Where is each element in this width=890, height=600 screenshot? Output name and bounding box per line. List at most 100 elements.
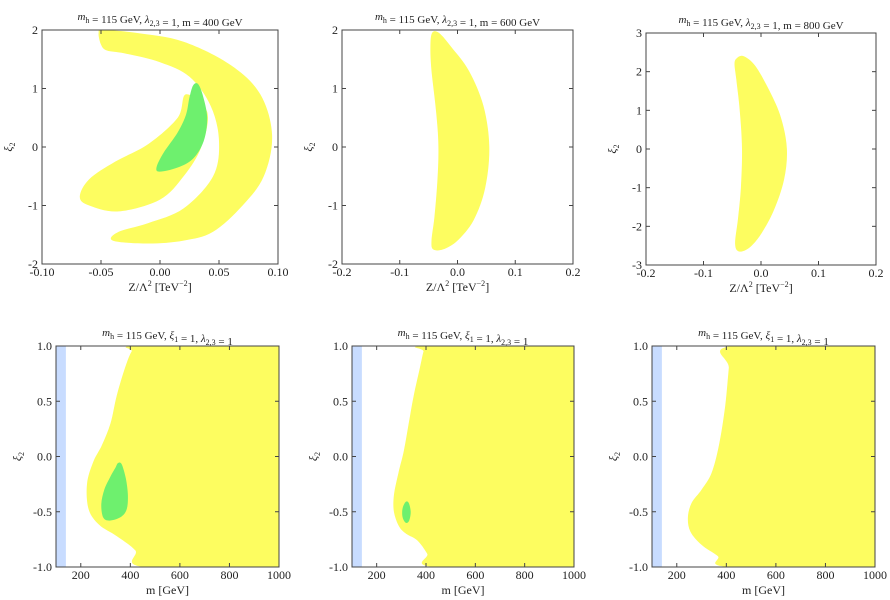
y-tick-label: 1.0 xyxy=(37,339,52,353)
y-tick-label: 1 xyxy=(32,82,38,96)
y-tick-label: 1 xyxy=(636,103,642,117)
x-tick-label: 0.2 xyxy=(566,265,581,279)
plot-title: mh = 115 GeV, λ2,3 = 1, m = 800 GeV xyxy=(678,14,843,32)
y-tick-label: -1 xyxy=(328,199,338,213)
y-tick-label: -0.5 xyxy=(329,505,348,519)
x-tick-label: 800 xyxy=(516,568,534,582)
y-axis-label: ξ2 xyxy=(301,142,317,151)
y-tick-label: 0.5 xyxy=(37,394,52,408)
y-tick-label: 0 xyxy=(32,140,38,154)
y-tick-label: 0 xyxy=(636,142,642,156)
x-tick-label: 0.1 xyxy=(508,265,523,279)
x-tick-label: 0.0 xyxy=(754,266,769,280)
x-tick-label: 0.00 xyxy=(150,265,171,279)
panel-5: 200 400 600 800 1000 -1.0 -0.5 0.0 0.5 1.0 mh = 11… xyxy=(306,327,586,597)
panel-6: 200 400 600 800 1000 -1.0 -0.5 0.0 0.5 1.0 mh = 11… xyxy=(606,327,887,597)
y-tick-label: 0.0 xyxy=(333,450,348,464)
panel-2: -0.2 -0.1 0.0 0.1 0.2 -2 -1 0 1 2 mh = 115 GeV, λ2… xyxy=(301,11,581,294)
plot-title: mh = 115 GeV, ξ1 = 1, λ2,3 = 1 xyxy=(698,327,829,348)
x-tick-label: -0.2 xyxy=(333,265,352,279)
y-tick-label: 0.0 xyxy=(37,450,52,464)
y-tick-label: 0.5 xyxy=(633,394,648,408)
y-tick-label: -0.5 xyxy=(629,505,648,519)
x-axis-label: Z/Λ2 [TeV−2] xyxy=(128,279,191,294)
x-axis-label: Z/Λ2 [TeV−2] xyxy=(729,280,792,295)
x-tick-label: 1000 xyxy=(562,568,586,582)
regions xyxy=(79,30,273,244)
plot-title: mh = 115 GeV, ξ1 = 1, λ2,3 = 1 xyxy=(102,327,233,348)
x-axis-label: Z/Λ2 [TeV−2] xyxy=(426,279,489,294)
allowed-region-2 xyxy=(687,346,875,567)
x-tick-label: 0.1 xyxy=(811,266,826,280)
regions xyxy=(430,31,490,251)
y-tick-label: -1.0 xyxy=(33,560,52,574)
x-tick-label: 200 xyxy=(368,568,386,582)
y-tick-label: 0.5 xyxy=(333,394,348,408)
allowed-region-3 xyxy=(101,462,128,521)
panel-3: -0.2 -0.1 0.0 0.1 0.2 -3 -2 -1 0 1 2 3 mh = 115 GeV,… xyxy=(605,14,884,295)
x-tick-label: 1000 xyxy=(863,568,887,582)
x-tick-label: 0.0 xyxy=(450,265,465,279)
x-tick-label: 0.05 xyxy=(209,265,230,279)
allowed-region-3 xyxy=(402,501,411,523)
y-tick-label: 1 xyxy=(332,82,338,96)
x-tick-label: 600 xyxy=(171,568,189,582)
y-tick-label: -1 xyxy=(632,181,642,195)
x-tick-label: 600 xyxy=(767,568,785,582)
x-tick-label: 600 xyxy=(466,568,484,582)
y-axis-label: ξ2 xyxy=(1,142,17,151)
y-tick-label: 2 xyxy=(332,23,338,37)
x-tick-label: 0.2 xyxy=(869,266,884,280)
y-axis-label: ξ2 xyxy=(606,452,622,461)
y-tick-label: -3 xyxy=(632,258,642,272)
allowed-region-1 xyxy=(98,30,273,244)
x-tick-label: 800 xyxy=(816,568,834,582)
y-tick-label: 0 xyxy=(332,140,338,154)
x-axis-label: m [GeV] xyxy=(146,583,189,597)
x-tick-label: 200 xyxy=(668,568,686,582)
allowed-region-2 xyxy=(86,346,279,567)
x-tick-label: -0.05 xyxy=(89,265,114,279)
y-axis-label: ξ2 xyxy=(10,452,26,461)
x-tick-label: 400 xyxy=(121,568,139,582)
y-tick-label: 0.0 xyxy=(633,450,648,464)
plot-title: mh = 115 GeV, λ2,3 = 1, m = 400 GeV xyxy=(77,11,242,29)
y-tick-label: -0.5 xyxy=(33,505,52,519)
plot-title: mh = 115 GeV, ξ1 = 1, λ2,3 = 1 xyxy=(398,327,529,348)
x-tick-label: 400 xyxy=(417,568,435,582)
x-tick-label: 200 xyxy=(72,568,90,582)
allowed-region-1 xyxy=(430,31,490,251)
x-axis-label: m [GeV] xyxy=(742,583,785,597)
y-tick-label: 2 xyxy=(32,23,38,37)
y-tick-label: 2 xyxy=(636,65,642,79)
y-tick-label: -2 xyxy=(328,257,338,271)
y-tick-label: -2 xyxy=(28,257,38,271)
allowed-region-1 xyxy=(734,55,788,252)
plot-title: mh = 115 GeV, λ2,3 = 1, m = 600 GeV xyxy=(375,11,540,29)
x-tick-label: -0.1 xyxy=(694,266,713,280)
x-tick-label: 400 xyxy=(717,568,735,582)
allowed-region-2 xyxy=(79,94,208,212)
allowed-region-3 xyxy=(156,83,208,172)
x-tick-label: 0.10 xyxy=(268,265,289,279)
y-tick-label: -2 xyxy=(632,219,642,233)
y-axis-label: ξ2 xyxy=(306,452,322,461)
regions xyxy=(734,55,788,252)
allowed-region-2 xyxy=(393,346,574,567)
y-tick-label: -1.0 xyxy=(629,560,648,574)
y-tick-label: 1.0 xyxy=(633,339,648,353)
x-tick-label: 800 xyxy=(220,568,238,582)
x-tick-label: 1000 xyxy=(267,568,291,582)
x-tick-label: -0.10 xyxy=(30,265,55,279)
x-tick-label: -0.1 xyxy=(390,265,409,279)
y-tick-label: -1 xyxy=(28,199,38,213)
y-tick-label: 3 xyxy=(636,26,642,40)
panel-4: 200 400 600 800 1000 -1.0 -0.5 0.0 0.5 1.0 mh = 11… xyxy=(10,327,291,597)
panel-1: -0.10 -0.05 0.00 0.05 0.10 -2 -1 0 1 2 mh = 115 Ge… xyxy=(1,11,289,294)
y-tick-label: -1.0 xyxy=(329,560,348,574)
y-axis-label: ξ2 xyxy=(605,144,621,153)
y-tick-label: 1.0 xyxy=(333,339,348,353)
x-tick-label: -0.2 xyxy=(637,266,656,280)
